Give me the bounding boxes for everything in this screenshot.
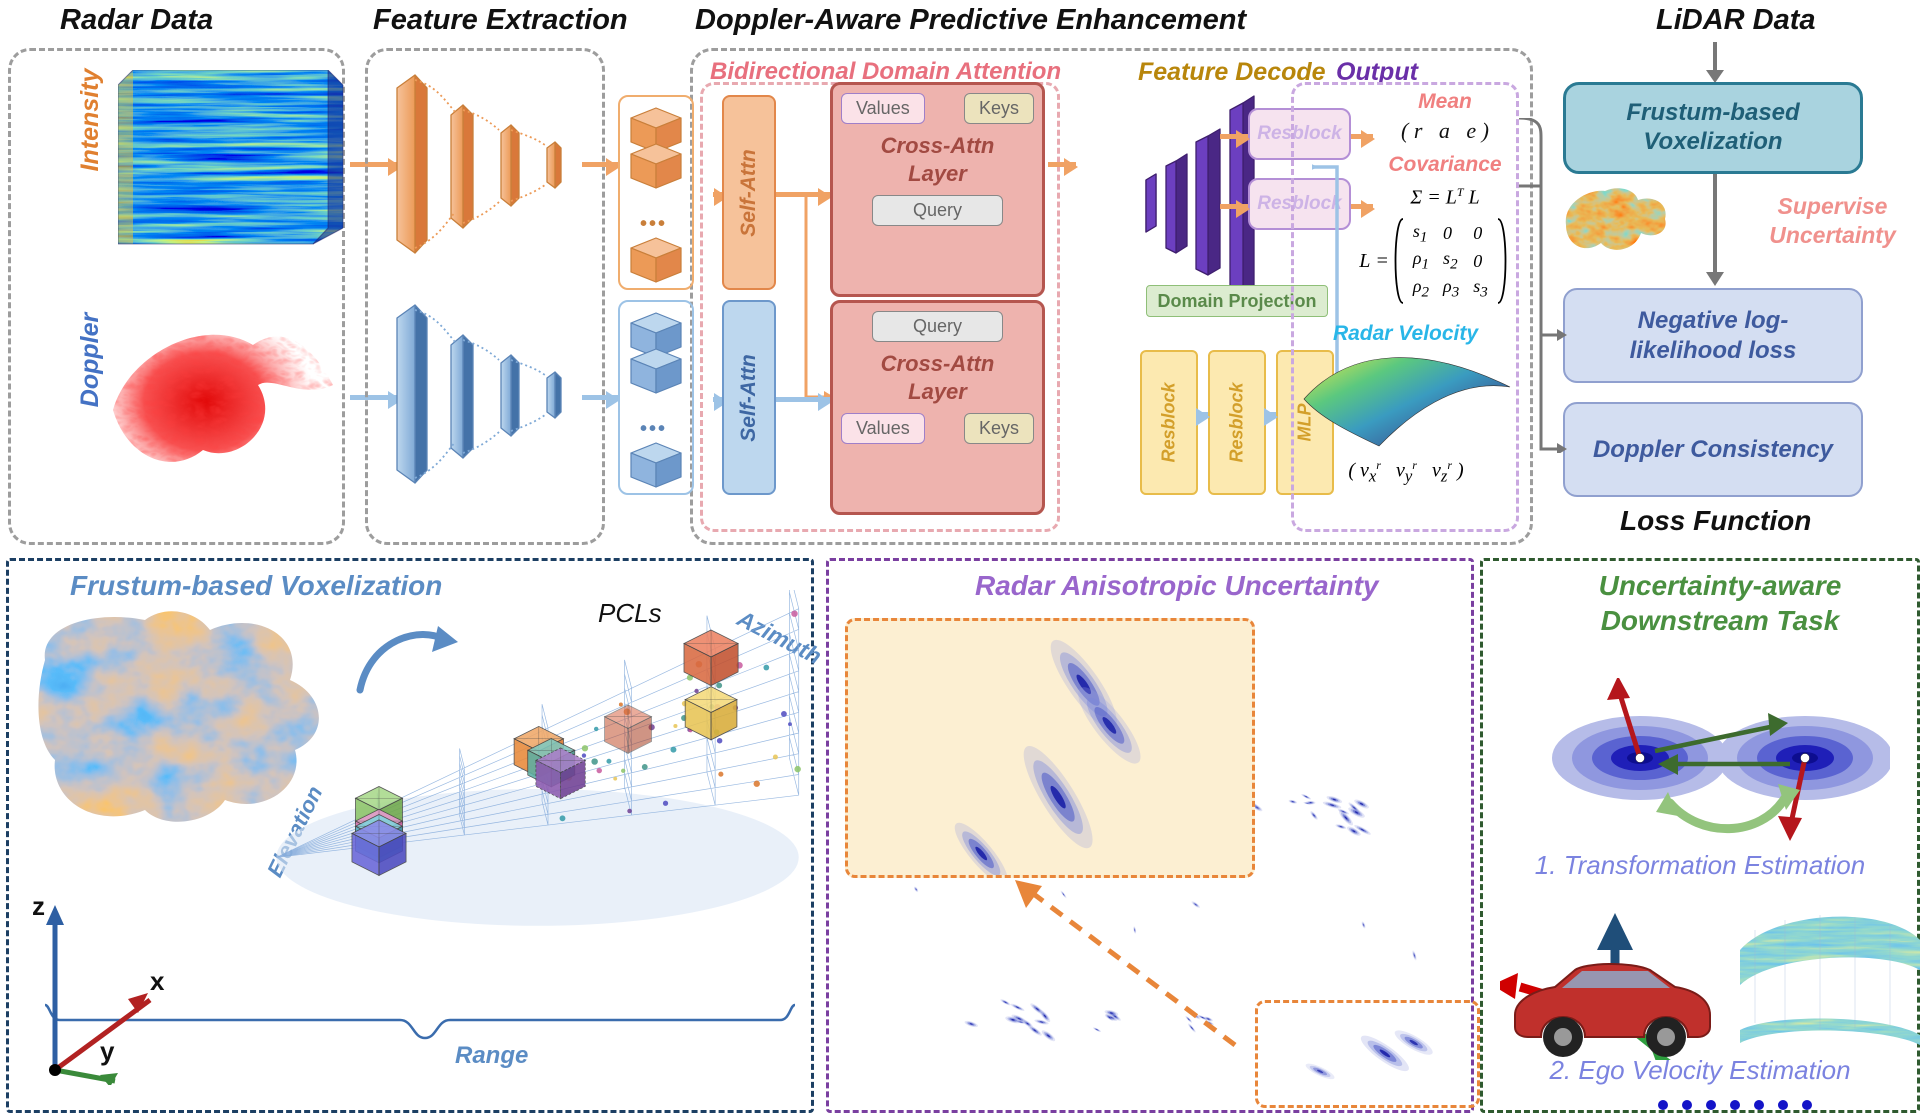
svg-text:z: z xyxy=(32,895,45,921)
svg-text:x: x xyxy=(150,966,165,996)
svg-text:y: y xyxy=(100,1036,115,1066)
